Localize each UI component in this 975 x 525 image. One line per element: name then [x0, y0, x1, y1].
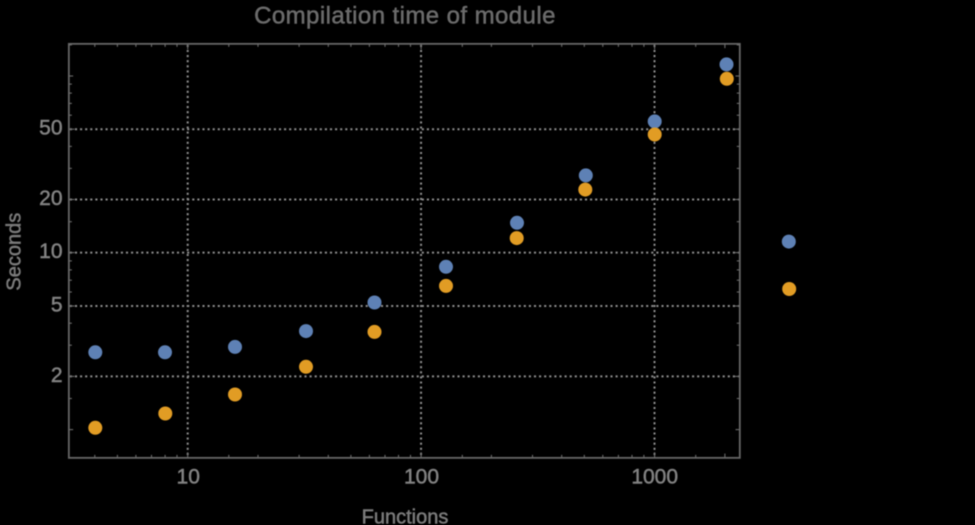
svg-text:50: 50 — [39, 117, 62, 140]
svg-text:10: 10 — [177, 466, 200, 489]
svg-text:20: 20 — [39, 187, 62, 210]
svg-text:Functions: Functions — [362, 506, 449, 525]
svg-text:Compilation time of module: Compilation time of module — [254, 3, 556, 30]
svg-text:Seconds: Seconds — [4, 213, 26, 291]
svg-text:2: 2 — [51, 364, 63, 387]
svg-text:5: 5 — [51, 293, 63, 316]
svg-text:1000: 1000 — [631, 466, 678, 489]
svg-text:100: 100 — [404, 466, 439, 489]
svg-text:10: 10 — [39, 240, 62, 263]
